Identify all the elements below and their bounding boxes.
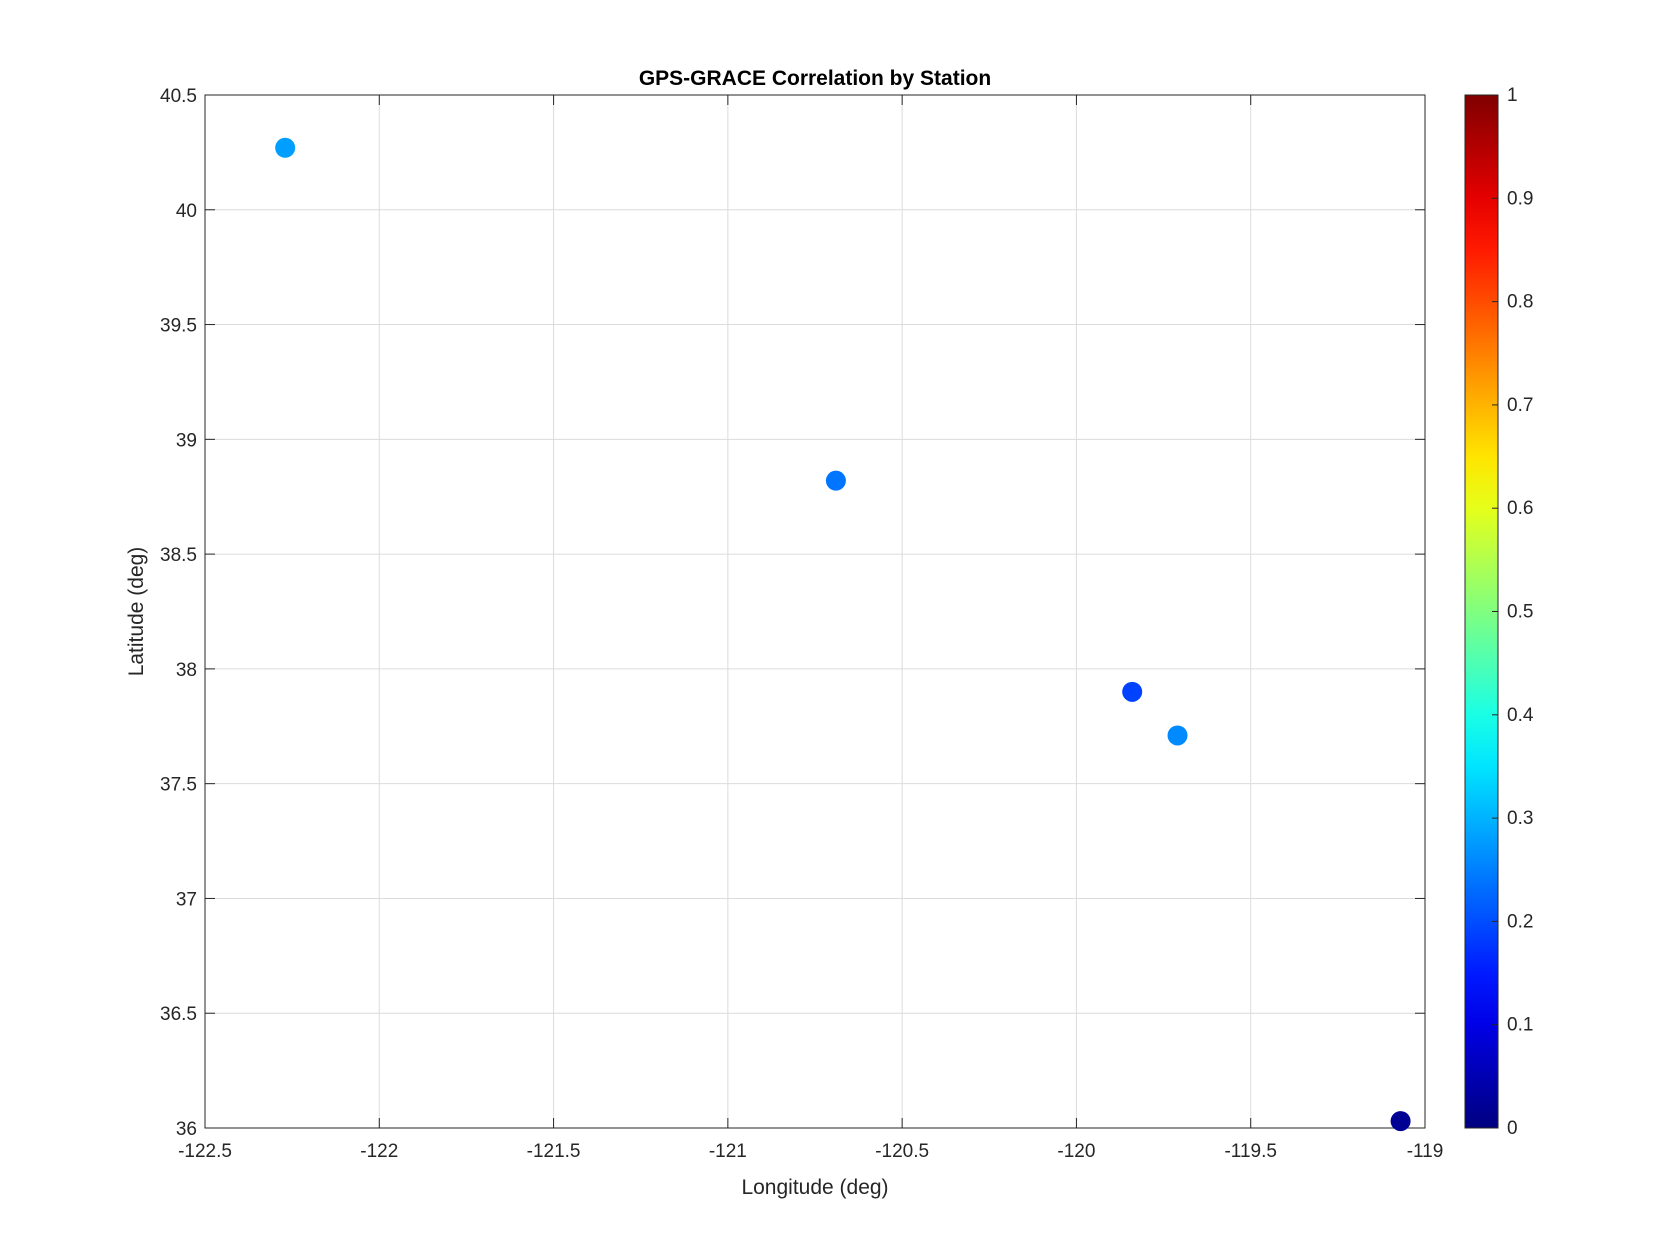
y-tick-label: 40	[176, 201, 197, 222]
y-tick-label: 36	[176, 1119, 197, 1140]
axes-background	[205, 95, 1425, 1128]
x-tick-label: -120.5	[875, 1141, 929, 1162]
y-tick-label: 38	[176, 660, 197, 681]
colorbar-tick-label: 0.8	[1507, 292, 1533, 313]
x-tick-label: -122	[360, 1141, 398, 1162]
y-tick-label: 38.5	[160, 545, 197, 566]
x-ticks: -122.5 -122 -121.5 -121 -120.5 -120 -119.5 -119	[178, 95, 1443, 1162]
colorbar-tick-label: 0.5	[1507, 602, 1533, 623]
axes-box	[204, 94, 1426, 1129]
colorbar-tick-label: 1	[1507, 85, 1518, 106]
data-point	[1390, 1111, 1411, 1132]
x-tick-label: -121.5	[527, 1141, 581, 1162]
colorbar: 0 0.1 0.2 0.3 0.4 0.5 0.6 0.7 0.8 0.9 1	[1464, 85, 1534, 1139]
colorbar-tick-label: 0.4	[1507, 705, 1534, 726]
colorbar-tick-label: 0.9	[1507, 188, 1533, 209]
colorbar-ticks: 0 0.1 0.2 0.3 0.4 0.5 0.6 0.7 0.8 0.9 1	[1492, 85, 1534, 1139]
y-tick-label: 39	[176, 430, 197, 451]
colorbar-tick-label: 0	[1507, 1118, 1518, 1139]
y-tick-label: 39.5	[160, 316, 197, 337]
x-tick-label: -121	[709, 1141, 747, 1162]
x-tick-label: -119.5	[1224, 1141, 1276, 1162]
data-point	[825, 470, 846, 491]
y-tick-label: 36.5	[160, 1004, 197, 1025]
y-tick-label: 37.5	[160, 775, 197, 796]
y-ticks: 36 36.5 37 37.5 38 38.5 39 39.5 40 40.5	[160, 86, 1425, 1140]
plot-area: -122.5 -122 -121.5 -121 -120.5 -120 -119.5 -119…	[160, 86, 1443, 1162]
x-tick-label: -122.5	[178, 1141, 232, 1162]
data-point	[1167, 725, 1188, 746]
colorbar-tick-label: 0.7	[1507, 395, 1533, 416]
data-points	[275, 137, 1411, 1132]
x-tick-label: -119	[1407, 1141, 1444, 1162]
x-tick-label: -120	[1057, 1141, 1095, 1162]
data-point	[1122, 681, 1143, 702]
y-tick-label: 40.5	[160, 86, 197, 107]
colorbar-tick-label: 0.2	[1507, 911, 1533, 932]
x-axis-label: Longitude (deg)	[741, 1176, 888, 1199]
data-point	[275, 137, 296, 158]
y-axis-label: Latitude (deg)	[125, 547, 148, 677]
colorbar-tick-label: 0.1	[1507, 1015, 1533, 1036]
colorbar-tick-label: 0.6	[1507, 498, 1533, 519]
chart-title: GPS-GRACE Correlation by Station	[639, 67, 991, 90]
colorbar-tick-label: 0.3	[1507, 808, 1533, 829]
y-tick-label: 37	[176, 889, 197, 910]
